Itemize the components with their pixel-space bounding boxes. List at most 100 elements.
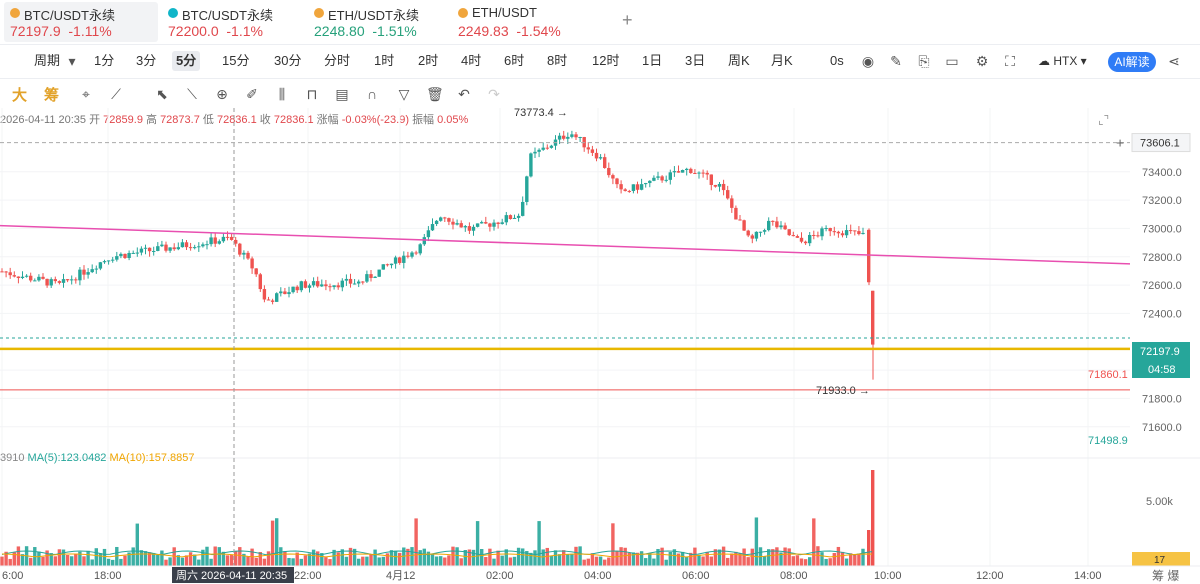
- volume-bar: [676, 553, 681, 566]
- filter-icon[interactable]: ▽: [398, 86, 410, 102]
- settings-icon[interactable]: ⚙: [975, 53, 989, 69]
- crosshair-tool-icon[interactable]: ⌖: [82, 86, 90, 102]
- candle: [689, 168, 693, 174]
- symbol-tab[interactable]: ETH/USDT永续 2248.80 -1.51%: [308, 2, 448, 42]
- candle: [357, 281, 361, 284]
- timeframe-option[interactable]: 周K: [728, 53, 750, 68]
- redo-icon[interactable]: ↷: [488, 86, 500, 102]
- ai-analysis-button[interactable]: AI解读: [1108, 52, 1156, 72]
- share-icon[interactable]: ⋖: [1168, 53, 1180, 69]
- timeframe-option[interactable]: 30分: [274, 53, 302, 68]
- layout-icon[interactable]: ▭: [945, 53, 959, 69]
- volume-bar: [258, 552, 262, 566]
- pattern-tool-icon[interactable]: ⫼: [278, 86, 286, 102]
- volume-bar: [197, 559, 201, 566]
- timeframe-option[interactable]: 3分: [136, 53, 157, 68]
- undo-icon[interactable]: ↶: [458, 86, 470, 102]
- volume-ma5: MA(5):123.0482: [27, 452, 107, 464]
- lock-icon[interactable]: ⊓: [306, 86, 318, 102]
- volume-bar: [283, 551, 287, 566]
- volume-bar: [521, 548, 525, 566]
- candle: [857, 231, 861, 235]
- volume-bar: [340, 549, 344, 566]
- chip-toggle[interactable]: 筹: [44, 87, 60, 104]
- crosshair-price: 73606.1: [1140, 138, 1180, 150]
- x-tick-label: 22:00: [294, 570, 322, 582]
- timeframe-option[interactable]: 1时: [374, 53, 395, 68]
- candle: [328, 286, 332, 288]
- candle: [147, 247, 152, 252]
- timeframe-option[interactable]: 4时: [461, 53, 482, 68]
- chevron-down-icon[interactable]: ▾: [68, 53, 76, 69]
- trash-icon[interactable]: 🗑: [426, 86, 444, 102]
- candle: [467, 226, 472, 231]
- timeframe-option[interactable]: 12时: [592, 53, 620, 68]
- exchange-selector[interactable]: ☁ HTX ▾: [1038, 54, 1087, 68]
- brush-tool-icon[interactable]: ✐: [246, 86, 258, 102]
- candle: [24, 275, 29, 277]
- volume-bar: [644, 558, 648, 566]
- candle: [373, 276, 377, 278]
- timeframe-option[interactable]: 2时: [418, 53, 439, 68]
- camera-icon[interactable]: ◉: [861, 53, 875, 69]
- volume-bar: [434, 556, 439, 566]
- period-menu[interactable]: 周期: [34, 53, 61, 68]
- volume-bar: [201, 549, 205, 566]
- volume-bar: [20, 554, 25, 566]
- volume-bar: [549, 555, 554, 566]
- symbol-tab[interactable]: BTC/USDT永续 72197.9 -1.11%: [4, 2, 158, 42]
- volume-bar: [86, 550, 90, 566]
- candle: [574, 134, 578, 138]
- volume-bar: [275, 518, 279, 566]
- timeframe-option[interactable]: 3日: [685, 53, 706, 68]
- x-tick-label: 08:00: [780, 570, 808, 582]
- timeframe-option[interactable]: 分时: [324, 53, 351, 68]
- candle: [238, 243, 242, 255]
- timeframe-option[interactable]: 1日: [642, 53, 663, 68]
- volume-bar: [4, 551, 8, 566]
- volume-bar: [840, 551, 845, 566]
- line-tool-icon[interactable]: ⟋: [111, 86, 121, 102]
- fullscreen-icon[interactable]: ⛶: [1005, 53, 1015, 69]
- cursor-tool-icon[interactable]: ⬉: [156, 86, 168, 102]
- timeframe-option[interactable]: 6时: [504, 53, 525, 68]
- timeframe-option[interactable]: 8时: [547, 53, 568, 68]
- magnet-icon[interactable]: ∩: [366, 86, 378, 102]
- volume-bar: [623, 547, 627, 566]
- timeframe-option[interactable]: 月K: [771, 53, 793, 68]
- pencil-icon[interactable]: ✎: [890, 53, 902, 69]
- volume-bar: [832, 553, 836, 566]
- volume-bar: [168, 557, 172, 566]
- ohlc-open: 72859.9: [103, 114, 143, 126]
- candle: [205, 244, 209, 246]
- candle: [398, 257, 402, 263]
- volume-bar: [726, 557, 730, 566]
- zoom-tool-icon[interactable]: ⊕: [216, 86, 228, 102]
- countdown-setting[interactable]: 0s: [830, 53, 844, 68]
- template-icon[interactable]: ⎘: [918, 53, 930, 69]
- add-tab-button[interactable]: +: [622, 10, 633, 30]
- volume-bar: [398, 552, 402, 566]
- big-orders-toggle[interactable]: 大: [12, 87, 28, 104]
- y-tick-label: 71600.0: [1142, 422, 1182, 434]
- timeframe-option[interactable]: 5分: [172, 51, 201, 71]
- note-tool-icon[interactable]: ▤: [335, 86, 349, 102]
- candle: [828, 228, 832, 232]
- ruler-tool-icon[interactable]: ⟍: [187, 86, 197, 102]
- symbol-tab[interactable]: ETH/USDT 2249.83 -1.54%: [452, 2, 592, 42]
- candle: [389, 263, 394, 266]
- symbol-tab[interactable]: BTC/USDT永续 72200.0 -1.1%: [162, 2, 302, 42]
- candle: [393, 257, 398, 264]
- timeframe-option[interactable]: 15分: [222, 53, 250, 68]
- timeframe-option[interactable]: 1分: [94, 53, 115, 68]
- candle: [685, 168, 689, 171]
- volume-bar: [389, 550, 394, 566]
- candle: [726, 190, 730, 199]
- candle: [619, 184, 623, 190]
- volume-bar: [357, 558, 361, 566]
- candle: [635, 184, 640, 190]
- volume-bar: [307, 553, 312, 566]
- ohlc-datetime: 2026-04-11 20:35: [0, 114, 87, 126]
- volume-bar: [701, 556, 705, 566]
